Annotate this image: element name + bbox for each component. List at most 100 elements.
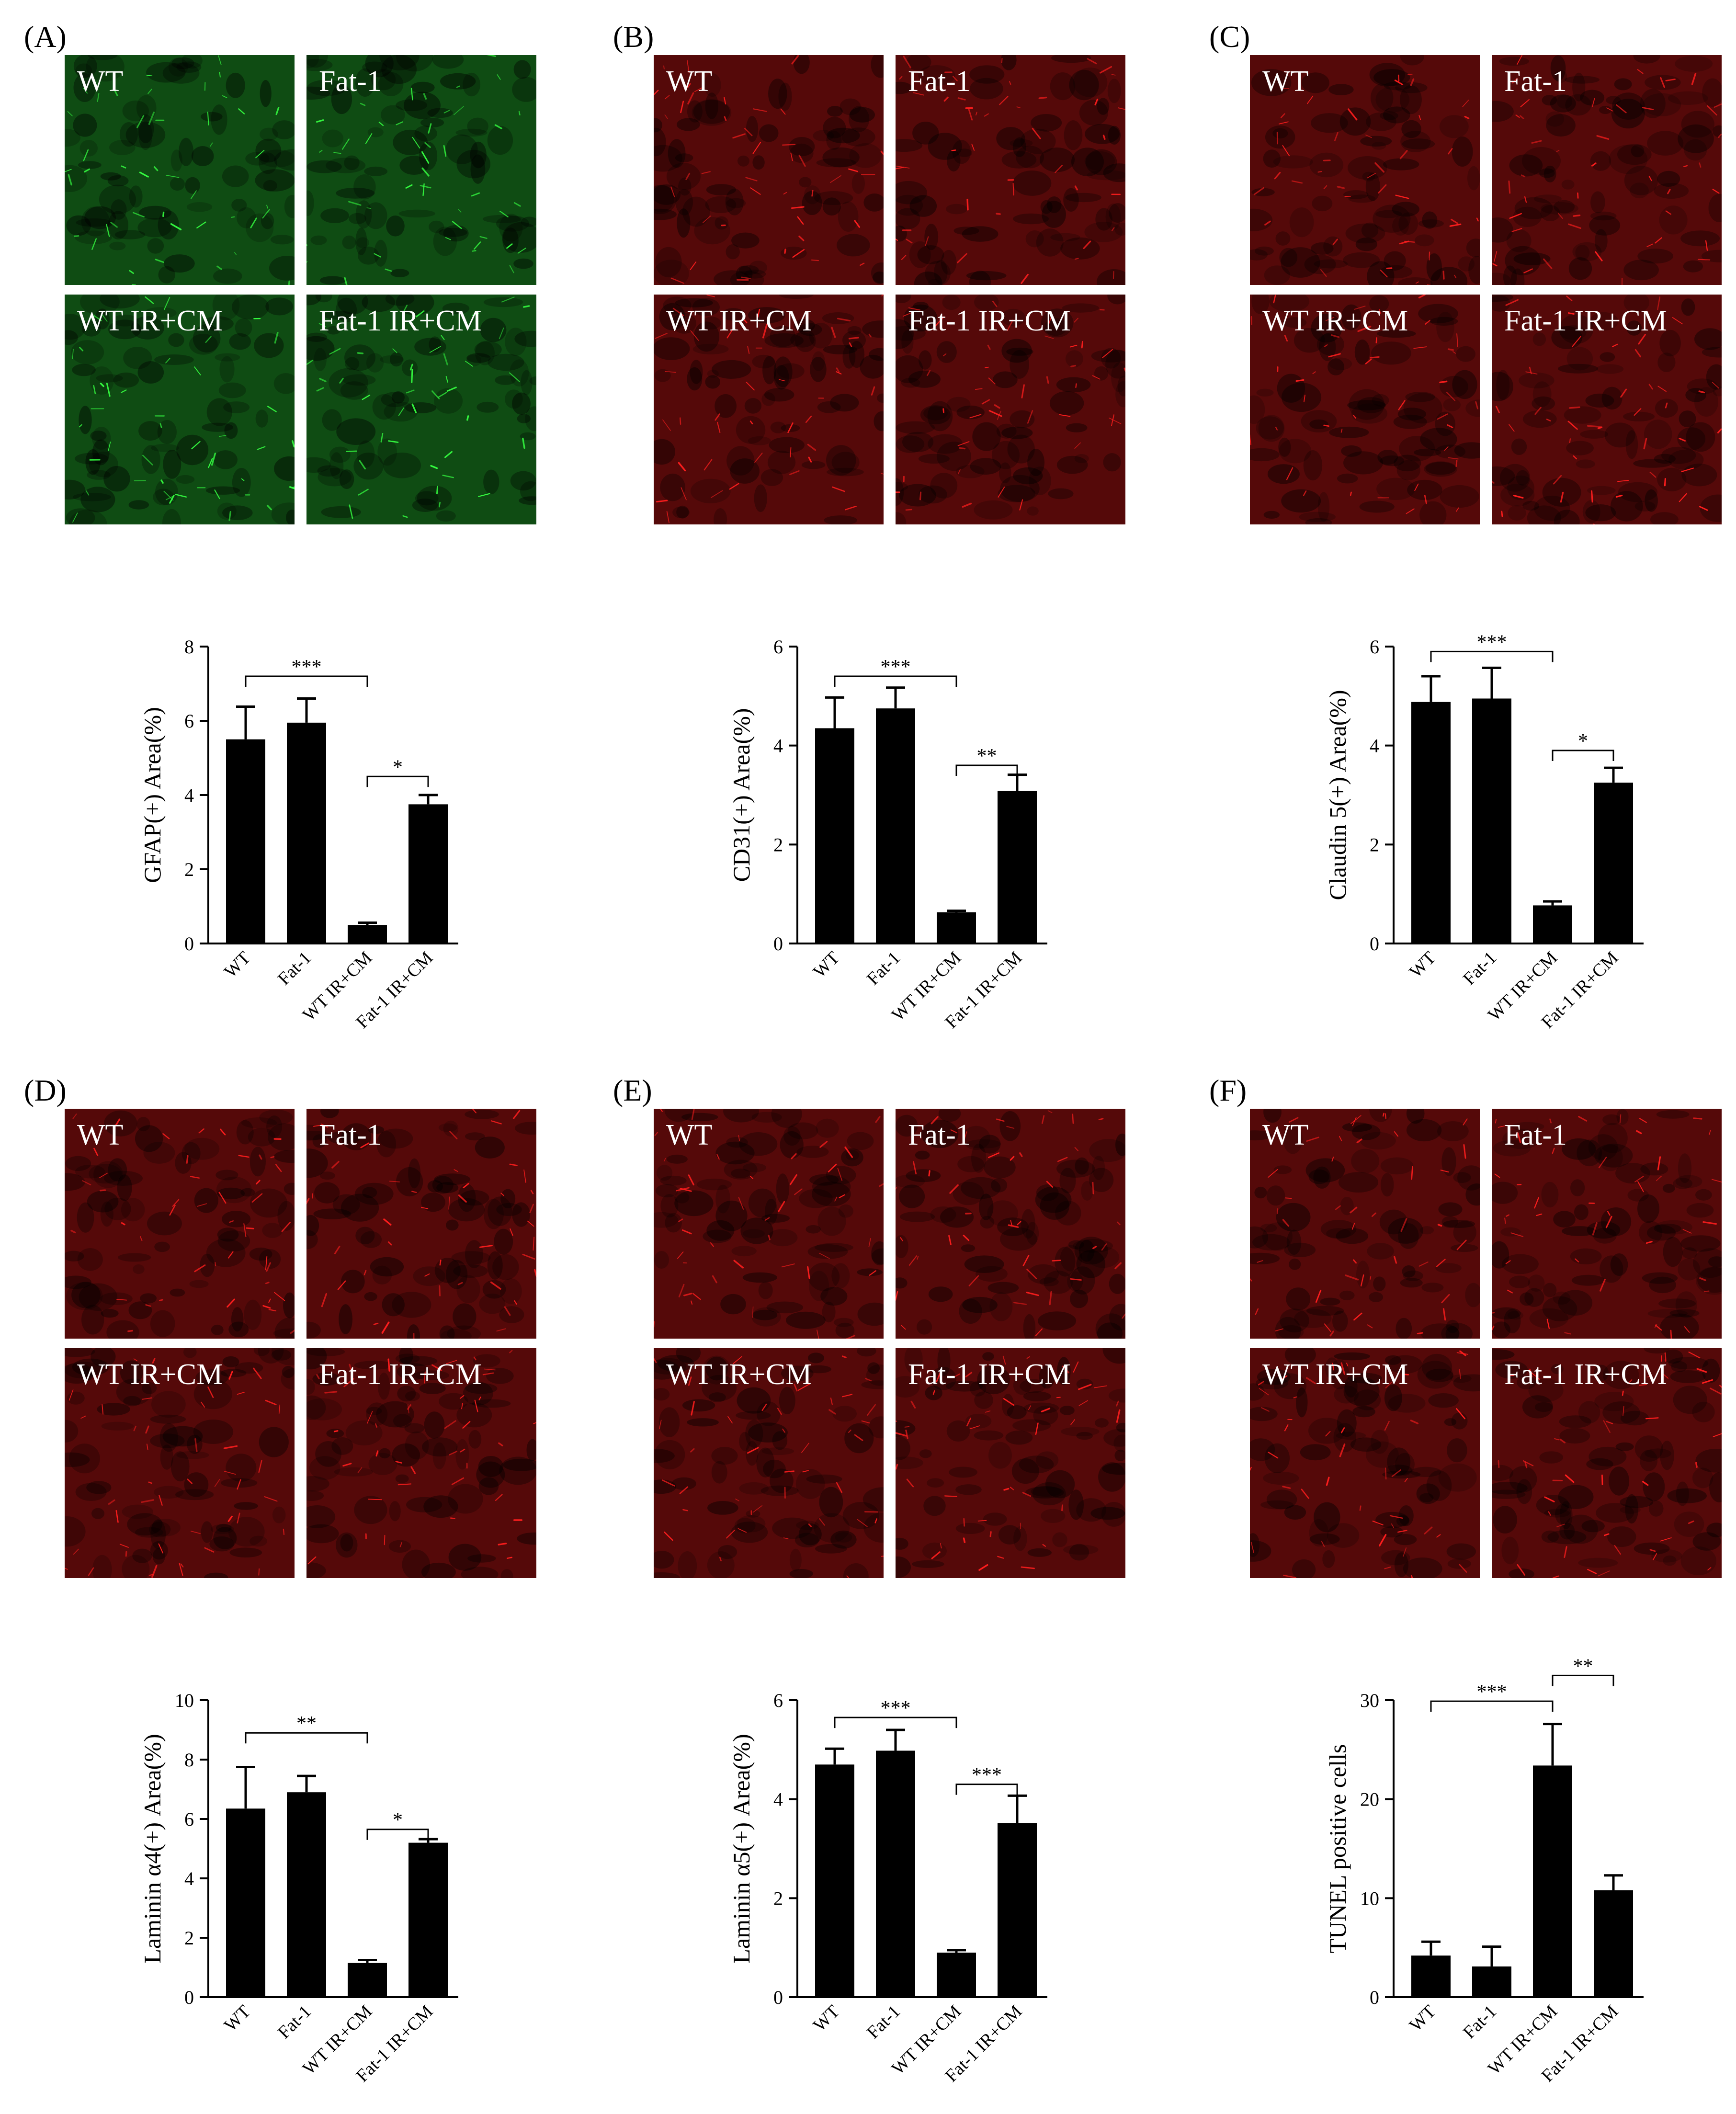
- micrograph-image: WT: [654, 1109, 884, 1339]
- panel-b: (B) WT Fat-1 WT IR+CM Fat-1 IR+CM 0 2 4 6 CD31(+)…: [613, 22, 1149, 1051]
- significance-label: *: [393, 756, 403, 778]
- micrograph-image: WT IR+CM: [65, 295, 295, 524]
- significance-label: *: [393, 1809, 403, 1831]
- significance-label: ***: [972, 1764, 1002, 1786]
- panel-c: (C) WT Fat-1 WT IR+CM Fat-1 IR+CM 0 2 4 6 Claudin…: [1209, 22, 1736, 1051]
- micrograph-image: Fat-1 IR+CM: [306, 1348, 536, 1578]
- significance-label: *: [1578, 730, 1588, 752]
- bar: [287, 1792, 326, 1997]
- micrograph-label: Fat-1: [1504, 65, 1567, 98]
- significance-bracket: [834, 675, 957, 687]
- y-tick-label: 0: [184, 1987, 194, 2008]
- micrograph-image: Fat-1: [306, 1109, 536, 1339]
- bar: [998, 1823, 1037, 1997]
- y-tick-label: 8: [184, 1749, 194, 1771]
- significance-label: ***: [1477, 1681, 1507, 1703]
- micrograph-label: WT IR+CM: [1262, 1358, 1408, 1391]
- y-axis-label: Claudin 5(+) Area(%): [1324, 690, 1351, 900]
- y-tick-label: 30: [1360, 1690, 1379, 1711]
- micrograph-image: WT: [65, 55, 295, 285]
- y-tick-label: 0: [773, 1987, 783, 2008]
- y-tick-label: 0: [773, 933, 783, 955]
- x-tick-label: Fat-1: [1459, 948, 1500, 989]
- y-tick-label: 10: [175, 1690, 194, 1711]
- significance-bracket: [245, 675, 368, 687]
- bar: [876, 1750, 915, 1997]
- y-axis-label: Laminin α4(+) Area(%): [139, 1734, 166, 1963]
- y-tick-label: 2: [184, 859, 194, 880]
- panel-f: (F) WT Fat-1 WT IR+CM Fat-1 IR+CM 0 10 20 30 TUNE…: [1209, 1075, 1736, 2105]
- micrograph-grid: WT Fat-1 WT IR+CM Fat-1 IR+CM: [654, 55, 1125, 527]
- micrograph-label: WT IR+CM: [77, 305, 223, 337]
- micrograph-label: Fat-1 IR+CM: [1504, 1358, 1667, 1391]
- bar: [1472, 1966, 1511, 1997]
- y-tick-label: 4: [773, 1789, 783, 1810]
- panel-letter: (B): [613, 20, 654, 54]
- panel-letter: (D): [24, 1073, 67, 1107]
- micrograph-image: Fat-1 IR+CM: [896, 295, 1125, 524]
- micrograph-label: WT IR+CM: [77, 1358, 223, 1391]
- significance-bracket: [955, 1784, 1018, 1795]
- bar: [937, 1953, 976, 1997]
- micrograph-grid: WT Fat-1 WT IR+CM Fat-1 IR+CM: [654, 1109, 1125, 1580]
- significance-bracket: [834, 1716, 957, 1728]
- bar: [408, 804, 448, 943]
- micrograph-label: WT: [77, 65, 124, 98]
- bar: [1472, 698, 1511, 943]
- micrograph-label: WT: [77, 1119, 124, 1151]
- micrograph-grid: WT Fat-1 WT IR+CM Fat-1 IR+CM: [65, 55, 536, 527]
- y-tick-label: 6: [773, 636, 783, 658]
- micrograph-image: Fat-1 IR+CM: [1492, 1348, 1722, 1578]
- bar: [815, 728, 854, 943]
- micrograph-label: WT: [666, 65, 713, 98]
- x-tick-label: Fat-1: [1459, 2001, 1500, 2043]
- micrograph-image: Fat-1: [1492, 1109, 1722, 1339]
- bar: [287, 722, 326, 943]
- y-tick-label: 4: [773, 735, 783, 757]
- panel-letter: (F): [1209, 1073, 1247, 1107]
- micrograph-image: WT IR+CM: [65, 1348, 295, 1578]
- bar: [408, 1842, 448, 1997]
- y-tick-label: 10: [1360, 1887, 1379, 1909]
- micrograph-grid: WT Fat-1 WT IR+CM Fat-1 IR+CM: [65, 1109, 536, 1580]
- micrograph-label: Fat-1 IR+CM: [908, 305, 1071, 337]
- micrograph-label: WT IR+CM: [1262, 305, 1408, 337]
- x-tick-label: WT: [809, 2001, 843, 2035]
- bar: [226, 739, 265, 943]
- micrograph-label: Fat-1 IR+CM: [1504, 305, 1667, 337]
- significance-bracket: [1552, 750, 1614, 761]
- micrograph-label: Fat-1: [908, 1119, 971, 1151]
- significance-label: ***: [881, 656, 911, 678]
- y-tick-label: 4: [184, 1868, 194, 1889]
- micrograph-label: Fat-1 IR+CM: [908, 1358, 1071, 1391]
- x-tick-label: WT: [809, 948, 843, 982]
- micrograph-label: WT IR+CM: [666, 1358, 812, 1391]
- y-tick-label: 2: [1370, 834, 1379, 855]
- micrograph-image: WT IR+CM: [1250, 295, 1480, 524]
- significance-bracket: [366, 775, 429, 787]
- y-tick-label: 0: [1370, 1987, 1379, 2008]
- y-tick-label: 2: [773, 834, 783, 855]
- bar: [815, 1764, 854, 1997]
- panel-letter: (C): [1209, 20, 1250, 54]
- significance-label: ***: [292, 656, 322, 678]
- y-tick-label: 6: [1370, 636, 1379, 658]
- micrograph-label: Fat-1 IR+CM: [319, 1358, 482, 1391]
- micrograph-image: WT: [1250, 1109, 1480, 1339]
- significance-label: **: [296, 1713, 317, 1735]
- bar: [876, 708, 915, 943]
- significance-bracket: [366, 1829, 429, 1840]
- micrograph-image: Fat-1: [1492, 55, 1722, 285]
- bar: [348, 925, 387, 943]
- bar: [1533, 1765, 1572, 1997]
- x-tick-label: WT: [1406, 948, 1440, 982]
- micrograph-image: Fat-1: [896, 55, 1125, 285]
- panel-letter: (A): [24, 20, 67, 54]
- micrograph-label: Fat-1: [319, 65, 382, 98]
- y-tick-label: 4: [184, 784, 194, 806]
- y-tick-label: 2: [184, 1927, 194, 1949]
